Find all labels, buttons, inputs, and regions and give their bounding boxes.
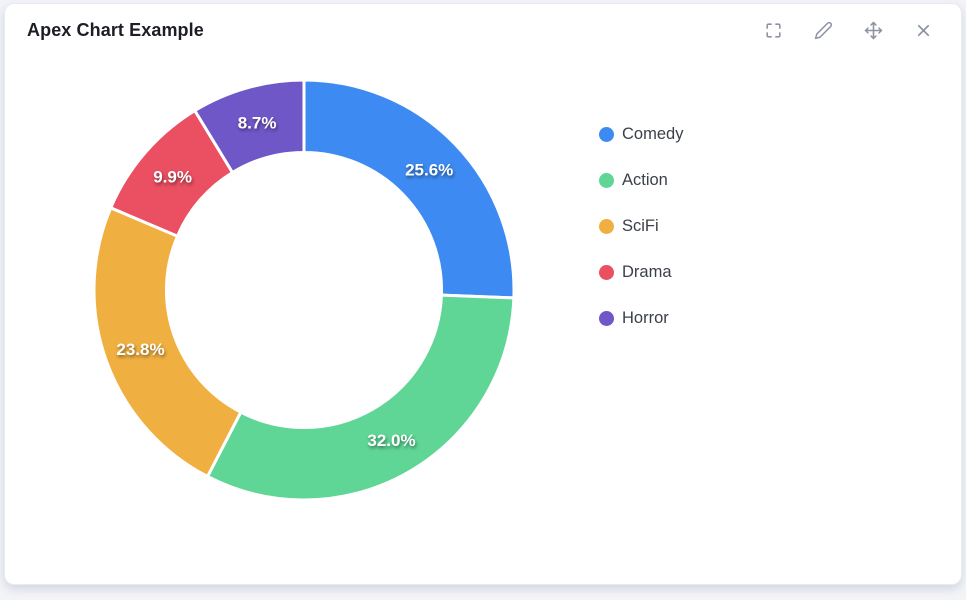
slice-data-label: 23.8% bbox=[116, 340, 164, 359]
legend-item-action[interactable]: Action bbox=[599, 166, 683, 194]
legend-marker bbox=[599, 218, 614, 234]
legend-label: SciFi bbox=[622, 216, 659, 235]
edit-button[interactable] bbox=[813, 21, 833, 41]
legend-label: Comedy bbox=[622, 124, 684, 143]
close-button[interactable] bbox=[913, 21, 933, 41]
move-button[interactable] bbox=[863, 21, 883, 41]
legend-item-drama[interactable]: Drama bbox=[599, 258, 683, 286]
slice-data-label: 8.7% bbox=[238, 114, 277, 133]
legend-marker bbox=[599, 126, 614, 142]
widget-actions bbox=[763, 21, 937, 41]
donut-slice-action[interactable] bbox=[205, 293, 516, 502]
legend-item-comedy[interactable]: Comedy bbox=[599, 120, 683, 148]
donut-slice-horror[interactable] bbox=[193, 78, 306, 174]
chart-area: 25.6% 32.0% 23.8% 9.9% 8.7% Comedy Action Sc… bbox=[5, 47, 961, 567]
fullscreen-icon bbox=[765, 23, 781, 38]
legend-item-horror[interactable]: Horror bbox=[599, 304, 683, 332]
pencil-icon bbox=[814, 21, 832, 40]
slice-data-label: 25.6% bbox=[405, 161, 453, 180]
fullscreen-button[interactable] bbox=[763, 21, 783, 41]
legend-marker bbox=[599, 264, 614, 280]
donut-chart: 25.6% 32.0% 23.8% 9.9% 8.7% bbox=[92, 78, 516, 502]
slice-data-label: 32.0% bbox=[367, 431, 415, 450]
legend-marker bbox=[599, 310, 614, 326]
chart-widget-card: Apex Chart Example bbox=[4, 3, 962, 585]
legend-label: Action bbox=[622, 170, 668, 189]
close-icon bbox=[917, 24, 929, 37]
slice-data-label: 9.9% bbox=[153, 167, 192, 186]
move-icon bbox=[864, 21, 882, 40]
legend-label: Horror bbox=[622, 308, 669, 327]
donut-slice-comedy[interactable] bbox=[302, 78, 516, 300]
legend-marker bbox=[599, 172, 614, 188]
donut-slice-scifi[interactable] bbox=[92, 206, 243, 479]
legend-item-scifi[interactable]: SciFi bbox=[599, 212, 683, 240]
legend-label: Drama bbox=[622, 262, 672, 281]
widget-title: Apex Chart Example bbox=[27, 20, 204, 40]
card-header: Apex Chart Example bbox=[5, 4, 961, 47]
chart-legend: Comedy Action SciFi Drama Horror bbox=[599, 120, 683, 350]
